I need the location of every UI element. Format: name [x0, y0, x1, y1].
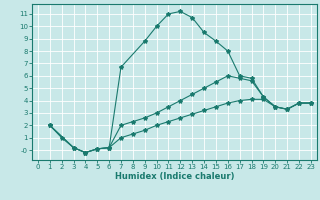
X-axis label: Humidex (Indice chaleur): Humidex (Indice chaleur): [115, 172, 234, 181]
